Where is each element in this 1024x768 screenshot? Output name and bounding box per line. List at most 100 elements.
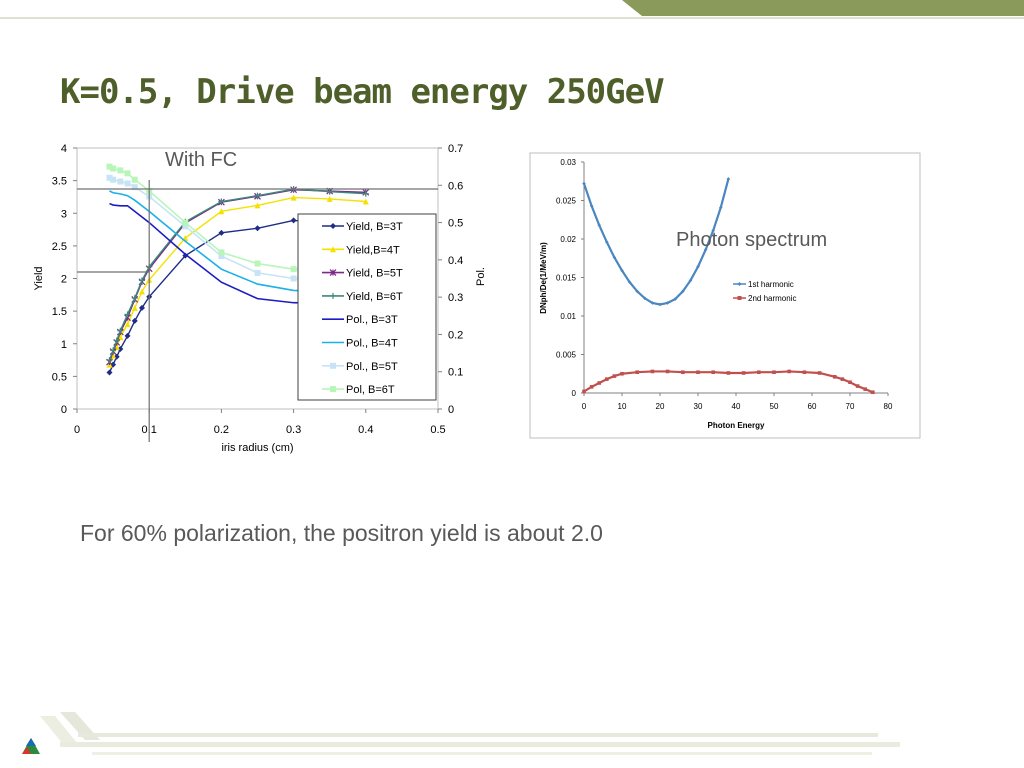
data-point	[589, 385, 594, 389]
x-tick-label: 0.4	[358, 424, 373, 436]
y-tick-label: 3.5	[52, 176, 67, 188]
data-point	[362, 198, 369, 205]
y2-tick-label: 0.1	[448, 367, 463, 379]
legend-marker	[330, 292, 336, 299]
legend-marker	[330, 246, 336, 253]
data-point	[673, 297, 677, 301]
legend-label: 1st harmonic	[748, 280, 794, 289]
legend-label: Yield, B=6T	[346, 291, 403, 303]
y-tick-label: 0	[572, 389, 577, 398]
y-tick-label: 3	[61, 208, 67, 220]
data-point	[772, 370, 776, 375]
data-point	[863, 387, 867, 391]
data-point	[138, 288, 145, 295]
y-tick-label: 0	[61, 404, 67, 416]
y2-tick-label: 0.6	[448, 180, 463, 192]
series-1st-harmonic	[582, 177, 731, 307]
data-point	[612, 374, 617, 378]
data-point	[726, 371, 731, 375]
annotation-with-fc: With FC	[165, 149, 237, 171]
legend-item: Pol., B=4T	[322, 338, 398, 350]
legend-item: Pol, B=6T	[322, 384, 395, 396]
data-point	[833, 375, 837, 379]
data-point	[117, 334, 124, 341]
legend-label: Pol., B=4T	[346, 338, 398, 350]
data-point	[110, 347, 117, 354]
data-point	[131, 176, 138, 183]
y2-tick-label: 0.4	[448, 255, 463, 267]
data-point	[589, 204, 594, 208]
legend-item: Pol., B=3T	[322, 314, 398, 326]
series-yield-b-6t	[106, 186, 369, 364]
data-point	[612, 255, 617, 260]
data-point	[665, 301, 670, 305]
data-point	[131, 295, 138, 302]
data-point	[711, 228, 715, 233]
legend-item: Yield, B=6T	[322, 291, 403, 303]
legend-item: Pol., B=5T	[322, 361, 398, 373]
data-point	[106, 357, 113, 364]
x-tick-label: 30	[694, 402, 703, 411]
data-point	[182, 219, 189, 226]
data-point	[681, 370, 685, 375]
data-point	[131, 304, 138, 311]
logo-icon	[22, 738, 40, 754]
x-tick-label: 60	[808, 402, 817, 411]
data-point	[605, 377, 609, 381]
data-point	[254, 269, 261, 276]
x-tick-label: 20	[656, 402, 665, 411]
y-tick-label: 4	[61, 143, 67, 155]
legend-marker	[737, 282, 742, 286]
data-point	[117, 345, 124, 352]
data-point	[218, 253, 225, 260]
y2-tick-label: 0.5	[448, 218, 463, 230]
y-axis-label: DNph/De(1/MeV/m)	[539, 242, 548, 314]
data-point	[658, 302, 662, 307]
data-point	[110, 176, 117, 183]
y-tick-label: 0.5	[52, 371, 67, 383]
data-point	[254, 225, 261, 232]
data-point	[254, 202, 261, 209]
y-tick-label: 0.01	[560, 312, 576, 321]
data-point	[711, 370, 715, 375]
x-axis-label: Photon Energy	[708, 421, 765, 430]
legend-item: 1st harmonic	[733, 280, 794, 289]
data-point	[650, 369, 655, 374]
legend-label: Pol., B=5T	[346, 361, 398, 373]
x-tick-label: 0.3	[286, 424, 301, 436]
legend-marker	[330, 386, 336, 393]
x-tick-label: 10	[618, 402, 627, 411]
x-tick-label: 70	[846, 402, 855, 411]
y2-tick-label: 0.3	[448, 292, 463, 304]
x-tick-label: 0	[74, 424, 80, 436]
data-point	[817, 371, 822, 375]
y2-tick-label: 0	[448, 404, 454, 416]
y-tick-label: 2	[61, 274, 67, 286]
x-axis-label: iris radius (cm)	[221, 442, 293, 454]
data-point	[113, 337, 120, 344]
legend-marker	[330, 362, 336, 369]
y2-tick-label: 0.7	[448, 143, 463, 155]
data-point	[741, 371, 746, 375]
data-point	[290, 194, 297, 201]
data-point	[597, 223, 601, 227]
x-tick-label: 0.2	[214, 424, 229, 436]
data-point	[643, 296, 647, 301]
data-point	[290, 275, 297, 282]
data-point	[182, 252, 189, 259]
data-point	[848, 380, 852, 385]
data-point	[138, 277, 145, 284]
data-point	[840, 377, 845, 381]
y-tick-label: 0.025	[556, 197, 577, 206]
legend-item: Yield, B=5T	[322, 268, 403, 280]
slide-caption: For 60% polarization, the positron yield…	[80, 520, 603, 546]
data-point	[726, 177, 731, 181]
x-tick-label: 40	[732, 402, 741, 411]
y-tick-label: 0.03	[560, 158, 576, 167]
data-point	[113, 344, 120, 351]
series-yield-b-3t	[106, 217, 369, 376]
data-point	[635, 370, 639, 375]
x-tick-label: 0.5	[430, 424, 445, 436]
